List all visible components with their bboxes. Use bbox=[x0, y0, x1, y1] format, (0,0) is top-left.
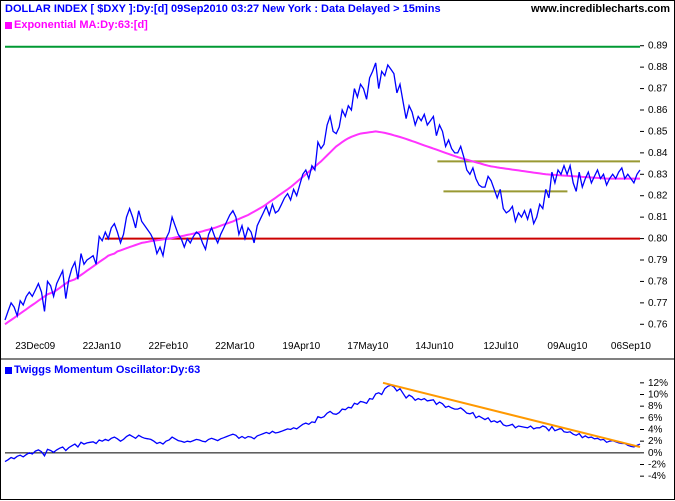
svg-text:-4%: -4% bbox=[648, 471, 666, 482]
svg-text:2%: 2% bbox=[648, 436, 663, 447]
svg-text:10%: 10% bbox=[648, 390, 668, 401]
trendline bbox=[383, 383, 640, 447]
svg-text:8%: 8% bbox=[648, 401, 663, 412]
svg-text:6%: 6% bbox=[648, 413, 663, 424]
oscillator-chart: -4%-2%0%2%4%6%8%10%12% bbox=[1, 1, 675, 501]
svg-text:12%: 12% bbox=[648, 378, 668, 389]
svg-text:-2%: -2% bbox=[648, 460, 666, 471]
svg-text:0%: 0% bbox=[648, 448, 663, 459]
svg-text:4%: 4% bbox=[648, 425, 663, 436]
